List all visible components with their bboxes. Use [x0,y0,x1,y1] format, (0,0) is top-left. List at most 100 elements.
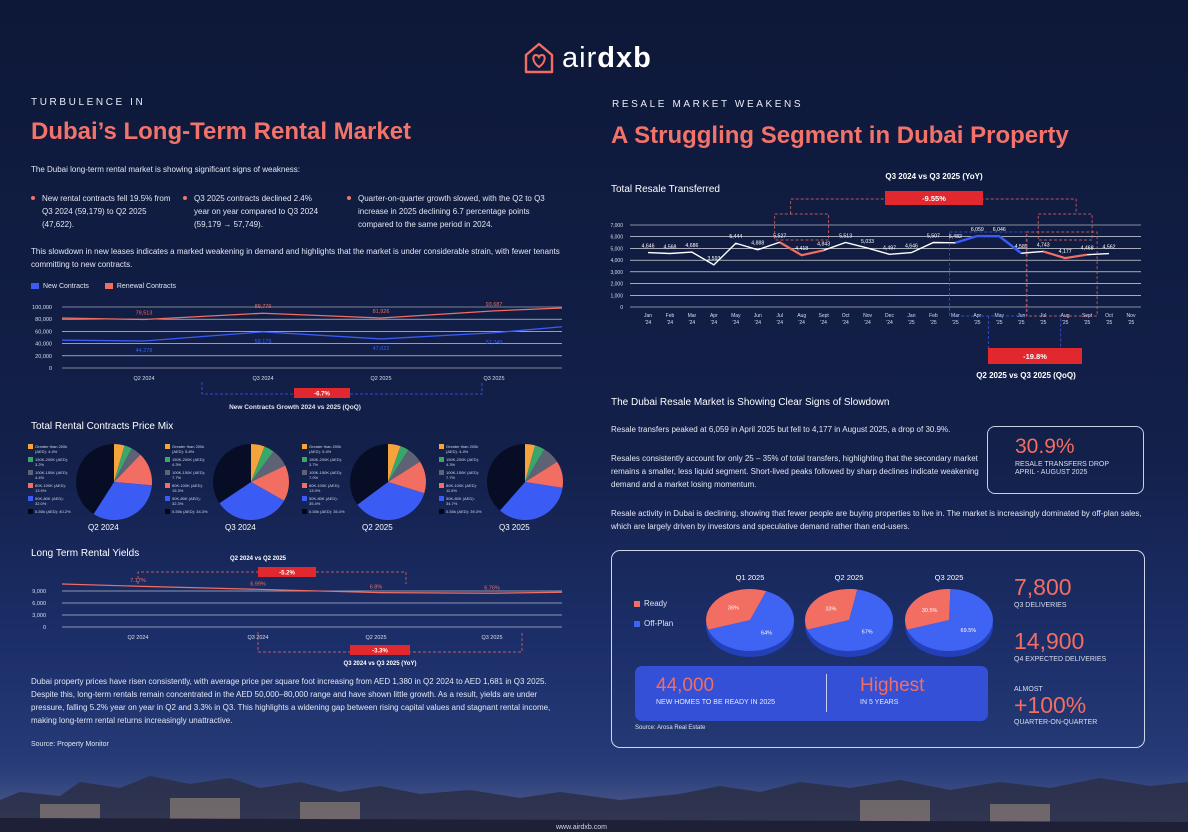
price-mix-pie-group: Greater than 200k (AED): 4.4% 150K-200K (… [28,440,158,534]
data-label: 44,278 [136,348,153,354]
pie-legend-text: 0-50k (AED): 35.4% [309,509,345,514]
stat-qoq-prefix: ALMOST [1014,686,1043,693]
y-tick-label: 40,000 [35,342,52,348]
pie-legend-item: Greater than 200k (AED): 5.4% [302,444,346,457]
ready-pct-label: 36% [728,606,739,612]
x-tick-label: '25 [974,320,981,326]
pie-legend-item: 0-50k (AED): 34.3% [165,509,209,522]
contracts-callout-title: New Contracts Growth 2024 vs 2025 (QoQ) [229,404,361,411]
x-tick-label: '25 [1062,320,1069,326]
data-label: 89,776 [255,304,272,310]
price-mix-title: Total Rental Contracts Price Mix [31,421,174,432]
legend-renewal-swatch [104,283,113,290]
pie-legend: Greater than 200k (AED): 4.4% 150K-200K (… [439,444,483,522]
y-tick-label: 2,000 [610,282,623,288]
logo[interactable]: airdxb [522,40,652,76]
series-line-renewal [61,307,563,321]
x-tick-label: Sept [818,313,829,319]
stat-q4-deliveries-value: 14,900 [1014,628,1085,654]
offplan-legend-label: Off-Plan [644,619,674,628]
pie-slice [213,444,251,504]
left-closing: Dubai property prices have risen consist… [31,677,551,725]
ready-pie-label: Q2 2025 [835,573,864,582]
pie-legend-text: 0-50k (AED): 40.2% [35,509,71,514]
y-tick-label: 80,000 [35,317,52,323]
qoq-box [988,348,1082,364]
ready-slice [905,589,951,630]
x-tick-label: Q3 2024 [252,376,273,382]
y-tick-label: 4,000 [610,258,623,264]
x-tick-label: '25 [1040,320,1047,326]
pie-legend-swatch [439,496,444,501]
yields-bottom-box [350,645,410,655]
x-tick-label: Q3 2025 [481,635,502,641]
ready-pie-label: Q3 2025 [935,573,964,582]
bullet-3-text: Quarter-on-quarter growth slowed, with t… [358,194,545,229]
resale-section-heading: The Dubai Resale Market is Showing Clear… [611,397,890,408]
bullet-dot [347,196,351,200]
stat-q3-deliveries-label: Q3 DELIVERIES [1014,602,1067,609]
pie-legend-text: 150K-200K (AED): 3.7% [309,457,343,467]
y-tick-label: 3,000 [610,270,623,276]
y-tick-label: 9,000 [32,589,46,595]
pie-legend-text: 50K-80K (AED): 32.0% [35,496,64,506]
pie-legend-swatch [439,457,444,462]
pie-period-label: Q2 2025 [362,523,393,532]
resale-data-label: 5,527 [773,233,786,239]
data-label: 81,926 [373,309,390,315]
pie-slice [499,482,563,520]
resale-chart-title: Total Resale Transferred [611,184,720,195]
price-mix-pie-group: Greater than 200k (AED): 4.4% 150K-200K (… [439,440,569,534]
resale-data-label: 5,482 [949,234,962,240]
resale-data-label: 3,593 [707,256,720,262]
footer-url[interactable]: www.airdxb.com [556,824,607,831]
pie-legend-swatch [165,483,170,488]
pie-slice [388,449,421,482]
logo-text-dxb: dxb [597,41,652,74]
contracts-legend: New Contracts Renewal Contracts [31,283,176,290]
qoq-callout-title: Q2 2025 vs Q3 2025 (QoQ) [976,371,1076,380]
ready-pct-label: 33% [825,607,836,613]
series-line-new [61,326,563,342]
offplan-pct-label: 67% [862,629,873,635]
y-tick-label: 20,000 [35,354,52,360]
price-mix-pies: Greater than 200k (AED): 4.4% 150K-200K (… [28,440,568,534]
pie-slice [219,482,285,520]
legend-new-swatch [31,283,39,290]
pie-legend-swatch [28,509,33,514]
logo-text-air: air [562,41,598,74]
y-tick-label: 6,000 [32,601,46,607]
pie-slice [251,465,289,501]
data-label: 79,513 [136,310,153,316]
offplan-slice [708,591,794,651]
pie-slice [114,454,152,486]
x-tick-label: Jan [907,313,915,319]
yoy-callout-title: Q3 2024 vs Q3 2025 (YoY) [885,172,983,181]
pie-legend-item: 100K-150K (AED): 4.4% [28,470,72,483]
left-title: Dubai’s Long-Term Rental Market [31,118,412,145]
bullet-1-text: New rental contracts fell 19.5% from Q3 … [42,194,171,229]
price-mix-pie-group: Greater than 200k (AED): 5.8% 150K-200K (… [165,440,295,534]
pie-period-label: Q2 2024 [88,523,119,532]
x-tick-label: '24 [645,320,652,326]
data-label: 59,179 [255,339,272,345]
pie-legend-text: 0-50k (AED): 34.3% [172,509,208,514]
offplan-pct-label: 69.5% [961,628,977,634]
x-tick-label: '25 [996,320,1003,326]
offplan-pct-label: 64% [761,630,772,636]
x-tick-label: Sept [1082,313,1093,319]
price-mix-pie [213,444,289,520]
pie-legend-text: 50K-80K (AED): 35.4% [309,496,338,506]
resale-data-label: 4,888 [751,241,764,247]
resale-p1: Resale transfers peaked at 6,059 in Apri… [611,425,951,434]
stat-qoq-label: QUARTER-ON-QUARTER [1014,719,1098,726]
pie-slice [525,444,536,482]
pie-legend-swatch [302,457,307,462]
left-eyebrow: TURBULENCE IN [31,97,146,108]
x-tick-label: '24 [864,320,871,326]
house-heart-icon [524,42,554,74]
x-tick-label: Jun [754,313,762,319]
ready-legend: Ready [634,599,667,608]
pie-legend-text: Greater than 200k (AED): 5.4% [309,444,342,454]
